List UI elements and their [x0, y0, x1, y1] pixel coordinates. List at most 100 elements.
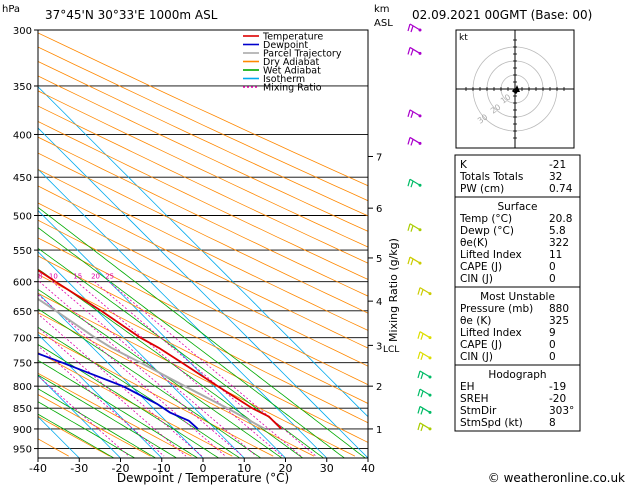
temperature-tick-label: -40 — [29, 462, 47, 475]
index-label: EH — [460, 381, 475, 393]
wind-barb-base — [428, 410, 432, 414]
index-label: StmDir — [460, 405, 497, 417]
wind-barb-base — [418, 183, 422, 187]
temperature-tick-label: 40 — [361, 462, 375, 475]
temperature-tick-label: -20 — [112, 462, 130, 475]
wet-adiabat — [38, 401, 136, 458]
wind-barb-flag — [420, 333, 424, 340]
wet-adiabat — [38, 359, 199, 458]
wind-barb-flag — [420, 289, 424, 296]
asl-label: ASL — [374, 18, 393, 29]
legend-entry: Temperature — [262, 32, 323, 43]
dry-adiabat — [38, 105, 368, 264]
wind-barb-flag — [420, 390, 424, 398]
dry-adiabat — [38, 372, 192, 457]
dewpoint-line — [38, 352, 199, 430]
dry-adiabat — [38, 32, 368, 187]
indices-panel: K -21 Totals Totals 32 PW (cm) 0.74 SurfaceTem… — [454, 154, 581, 432]
location-title: 37°45'N 30°33'E 1000m ASL — [45, 8, 218, 22]
wind-barb-staff — [409, 256, 421, 264]
wet-adiabat — [38, 227, 346, 458]
pressure-tick-label: 500 — [13, 211, 32, 222]
wet-adiabat — [38, 308, 262, 458]
isotherm — [38, 416, 80, 458]
temperature-tick-label: 20 — [279, 462, 293, 475]
isotherm — [38, 168, 328, 458]
lcl-label: LCL — [383, 345, 399, 355]
wet-adiabat — [38, 413, 115, 458]
pressure-tick-label: 650 — [13, 307, 32, 318]
isotherm — [38, 333, 163, 458]
dry-adiabat — [38, 168, 368, 331]
wet-adiabat — [38, 326, 241, 458]
dry-adiabat — [38, 219, 368, 386]
index-label: CIN (J) — [460, 273, 493, 285]
mixing-ratio-label: 8 — [38, 273, 42, 281]
indices-section-box — [454, 286, 581, 366]
dry-adiabat — [38, 75, 368, 232]
wind-barb-flag — [410, 25, 414, 33]
wind-barbs — [407, 23, 432, 432]
mixing-ratio-line — [38, 294, 226, 457]
dry-adiabat — [38, 352, 233, 457]
altitude-tick-label: 3 — [376, 341, 382, 352]
temperature-tick-label: 0 — [200, 462, 207, 475]
pressure-tick-label: 850 — [13, 404, 32, 415]
index-value: 0.74 — [549, 183, 573, 195]
temperature-tick-label: -30 — [70, 462, 88, 475]
wind-barb-base — [418, 51, 422, 55]
isotherm — [38, 457, 39, 458]
index-value: 322 — [549, 237, 569, 249]
altitude-tick-label: 7 — [376, 152, 382, 163]
datetime-label: 02.09.2021 00GMT (Base: 00) — [412, 8, 592, 22]
mixing-ratio-axis-label: Mixing Ratio (g/kg) — [387, 238, 400, 342]
index-value: 303° — [549, 405, 574, 417]
wind-barb-base — [418, 261, 422, 265]
index-value: 8 — [549, 417, 556, 429]
mixing-ratio-line — [38, 313, 203, 457]
dry-adiabat — [38, 120, 368, 280]
isotherm — [38, 292, 204, 458]
legend-entry: Wet Adiabat — [263, 66, 321, 77]
wind-barb-staff — [419, 405, 431, 413]
index-label: Totals Totals — [459, 171, 523, 183]
wind-barb-base — [428, 292, 432, 296]
dry-adiabat — [38, 394, 151, 457]
pressure-tick-label: 400 — [13, 130, 32, 141]
index-value: 5.8 — [549, 225, 566, 237]
wind-barb-staff — [409, 223, 421, 231]
index-label: θe(K) — [460, 237, 488, 249]
wind-barb-base — [428, 375, 432, 379]
index-value: 0 — [549, 261, 556, 273]
mixing-ratio-line — [39, 281, 243, 457]
wind-barb-base — [418, 114, 422, 118]
wind-barb-flag — [417, 388, 421, 397]
wind-barb-flag — [407, 109, 411, 118]
hpa-label: hPa — [2, 4, 20, 15]
wind-barb-flag — [410, 49, 414, 56]
grid-lines: 12346810152025 — [38, 30, 368, 458]
wind-barb-flag — [410, 258, 414, 266]
isotherm — [38, 251, 245, 458]
index-value: 9 — [549, 327, 556, 339]
mixing-ratio-line — [76, 281, 283, 457]
wet-adiabat — [38, 206, 366, 458]
wind-barb-staff — [409, 136, 421, 144]
indices-top-box — [454, 154, 581, 198]
wet-adiabat — [38, 344, 220, 458]
wind-barb-flag — [420, 353, 424, 361]
index-label: StmSpd (kt) — [460, 417, 523, 429]
isotherm — [38, 374, 121, 458]
index-value: -21 — [549, 159, 566, 171]
wind-barb-base — [418, 228, 422, 232]
wet-adiabat — [38, 288, 283, 458]
wind-barb-flag — [410, 181, 414, 188]
wind-barb-flag — [407, 47, 411, 55]
index-value: 0 — [549, 351, 556, 363]
wind-barb-flag — [407, 137, 411, 145]
wet-adiabat — [38, 388, 157, 458]
indices-section-title: Most Unstable — [480, 291, 555, 303]
index-value: -19 — [549, 381, 566, 393]
index-value: 325 — [549, 315, 569, 327]
dry-adiabat — [38, 273, 368, 443]
